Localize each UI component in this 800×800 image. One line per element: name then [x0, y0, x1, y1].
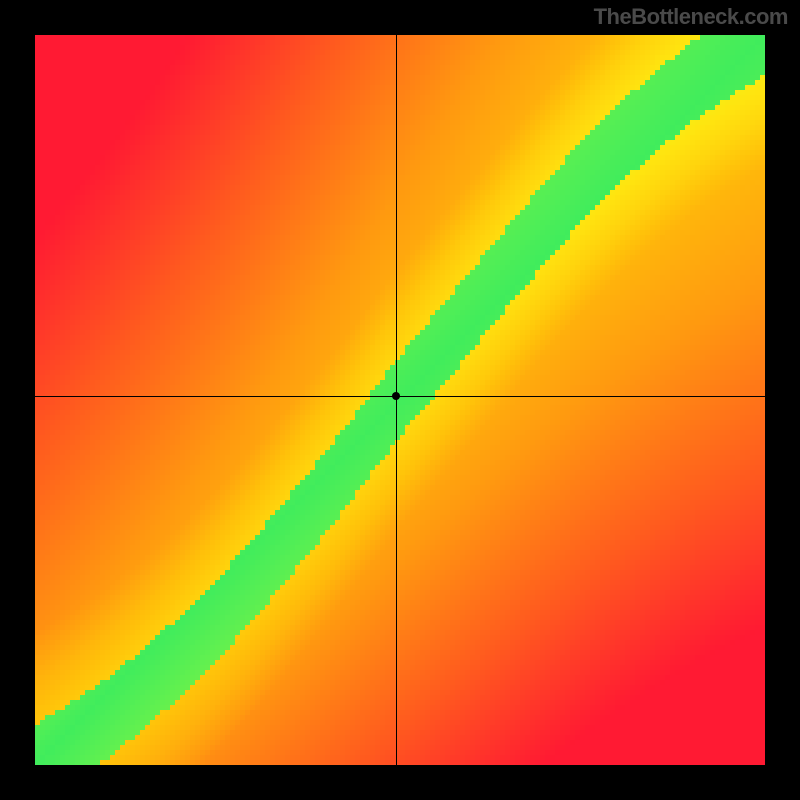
- watermark-text: TheBottleneck.com: [594, 4, 788, 30]
- heatmap-plot: [35, 35, 765, 765]
- chart-container: TheBottleneck.com: [0, 0, 800, 800]
- crosshair-horizontal: [35, 396, 765, 397]
- crosshair-vertical: [396, 35, 397, 765]
- heatmap-canvas: [35, 35, 765, 765]
